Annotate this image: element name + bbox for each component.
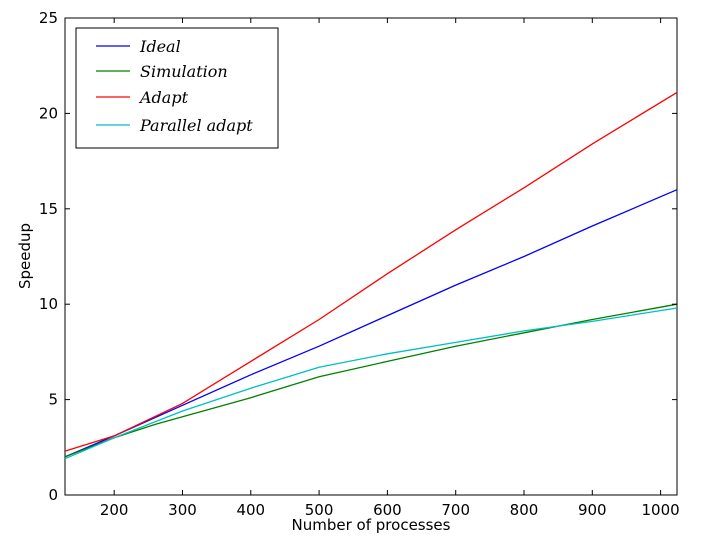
legend-label-simulation: Simulation <box>140 62 228 81</box>
x-tick-label: 1000 <box>642 501 680 519</box>
y-axis-label: Speedup <box>16 223 34 289</box>
y-tick-label: 0 <box>48 486 58 504</box>
x-tick-label: 400 <box>236 501 265 519</box>
series-line-parallel-adapt <box>64 307 678 460</box>
x-tick-label: 600 <box>373 501 402 519</box>
x-axis-label: Number of processes <box>292 516 451 534</box>
x-tick-label: 800 <box>510 501 539 519</box>
y-tick-label: 25 <box>39 9 58 27</box>
legend-label-adapt: Adapt <box>138 88 189 107</box>
y-tick-label: 5 <box>48 391 58 409</box>
x-tick-label: 200 <box>100 501 129 519</box>
x-tick-label: 300 <box>168 501 197 519</box>
series-line-adapt <box>64 91 678 452</box>
legend: Ideal Simulation Adapt Parallel adapt <box>75 27 279 149</box>
y-tick-label: 10 <box>39 295 58 313</box>
y-tick-label: 15 <box>39 200 58 218</box>
series-line-ideal <box>64 189 678 458</box>
series-layer <box>64 91 678 460</box>
x-tick-label: 900 <box>578 501 607 519</box>
x-tick-label: 500 <box>305 501 334 519</box>
tick-layer: 200 300 400 500 600 700 800 900 1000 0 5 10 15 20 25 <box>39 9 680 519</box>
legend-box <box>75 27 279 149</box>
y-tick-label: 20 <box>39 104 58 122</box>
x-tick-label: 700 <box>441 501 470 519</box>
legend-label-parallel-adapt: Parallel adapt <box>139 116 253 135</box>
legend-label-ideal: Ideal <box>139 37 181 56</box>
